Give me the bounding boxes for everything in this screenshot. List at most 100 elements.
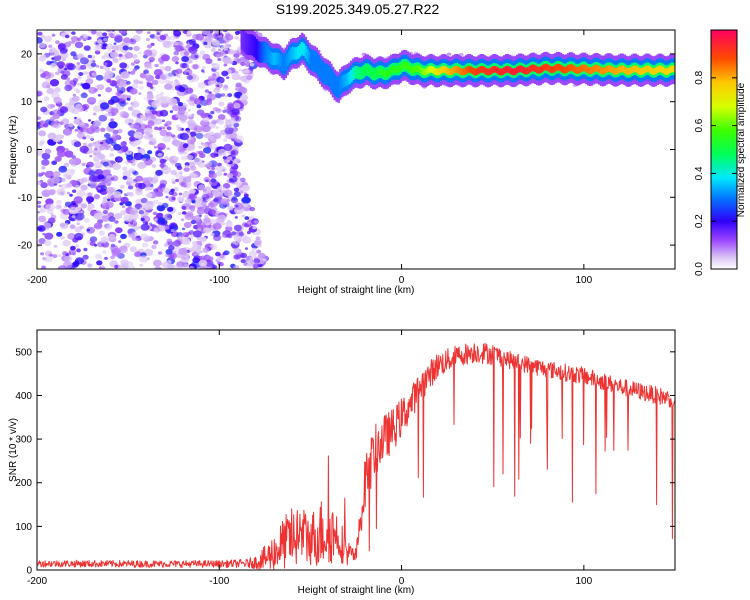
noise-blob	[254, 238, 262, 246]
noise-blob	[225, 34, 234, 41]
noise-blob	[177, 126, 183, 131]
noise-blob	[103, 223, 113, 231]
ridge-mark	[311, 57, 315, 65]
noise-blob	[208, 172, 217, 179]
noise-blob	[74, 41, 84, 49]
ridge-mark	[501, 68, 504, 75]
noise-blob	[102, 178, 112, 187]
ridge-mark	[641, 67, 645, 75]
ridge-mark	[656, 66, 659, 73]
noise-blob	[55, 199, 62, 205]
noise-blob	[119, 62, 128, 69]
ridge-mark	[408, 65, 411, 72]
y-tick-label: 20	[21, 49, 33, 60]
noise-blob	[151, 100, 161, 108]
ridge-mark	[663, 67, 667, 75]
noise-blob	[44, 232, 54, 240]
noise-blob	[190, 208, 195, 212]
noise-blob	[63, 162, 70, 167]
noise-blob	[203, 147, 212, 154]
ridge-mark	[309, 56, 313, 64]
noise-blob	[225, 121, 234, 128]
noise-blob	[97, 187, 101, 190]
noise-blob	[212, 63, 220, 70]
noise-blob	[143, 158, 153, 166]
noise-blob	[103, 52, 110, 58]
noise-blob	[201, 193, 210, 200]
noise-blob	[194, 54, 199, 59]
noise-blob	[76, 222, 81, 226]
ridge-mark	[652, 68, 656, 75]
noise-blob	[41, 265, 46, 269]
ridge-mark	[348, 74, 351, 82]
noise-blob	[114, 34, 123, 41]
noise-blob	[75, 257, 84, 265]
noise-blob	[179, 234, 183, 237]
noise-blob	[155, 93, 164, 101]
noise-blob	[161, 119, 165, 123]
noise-blob	[222, 187, 226, 190]
noise-blob	[148, 141, 154, 145]
noise-blob	[64, 222, 69, 226]
noise-blob	[129, 222, 134, 225]
noise-blob	[224, 135, 230, 139]
noise-blob	[215, 162, 219, 166]
noise-blob	[221, 70, 229, 77]
noise-blob	[202, 247, 210, 253]
noise-blob	[53, 54, 62, 62]
ridge-mark	[597, 66, 601, 73]
ridge-mark	[328, 73, 331, 80]
noise-blob	[196, 104, 202, 109]
noise-blob	[104, 133, 111, 139]
noise-blob	[74, 128, 79, 132]
noise-blob	[55, 204, 62, 210]
ridge-mark	[536, 66, 539, 74]
y-tick-label: 200	[15, 478, 32, 489]
noise-blob	[108, 121, 118, 129]
ridge-mark	[550, 66, 554, 74]
noise-blob	[112, 129, 119, 135]
noise-blob	[43, 35, 53, 43]
noise-blob	[71, 31, 76, 35]
noise-blob	[112, 163, 121, 170]
ridge-mark	[452, 67, 455, 74]
noise-blob	[234, 135, 244, 143]
noise-blob	[215, 53, 221, 58]
noise-blob	[94, 244, 98, 247]
noise-blob	[211, 73, 217, 77]
noise-blob	[94, 147, 98, 151]
noise-blob	[216, 84, 220, 88]
ridge-mark	[643, 66, 647, 74]
noise-blob	[218, 101, 225, 107]
ridge-mark	[399, 64, 402, 72]
noise-blob	[93, 119, 102, 127]
noise-blob	[95, 165, 99, 169]
noise-blob	[252, 263, 259, 269]
noise-blob	[82, 103, 90, 110]
noise-blob	[59, 235, 65, 240]
noise-blob	[106, 187, 115, 194]
noise-blob	[197, 81, 207, 89]
noise-blob	[186, 99, 190, 102]
noise-blob	[118, 86, 122, 89]
noise-blob	[170, 41, 174, 45]
noise-blob	[179, 108, 186, 113]
ridge-mark	[599, 67, 603, 74]
ridge-mark	[264, 49, 267, 56]
noise-blob	[173, 30, 182, 37]
noise-blob	[178, 236, 182, 240]
noise-blob	[143, 69, 150, 75]
noise-blob	[110, 107, 119, 114]
noise-blob	[38, 238, 46, 244]
noise-blob	[206, 259, 212, 264]
noise-blob	[259, 259, 265, 265]
noise-blob	[45, 198, 54, 205]
noise-blob	[100, 102, 110, 110]
noise-blob	[81, 177, 88, 183]
noise-blob	[192, 64, 199, 70]
noise-blob	[112, 247, 121, 255]
noise-blob	[233, 122, 240, 128]
noise-blob	[220, 93, 226, 97]
noise-blob	[38, 141, 44, 147]
noise-blob	[107, 212, 115, 218]
